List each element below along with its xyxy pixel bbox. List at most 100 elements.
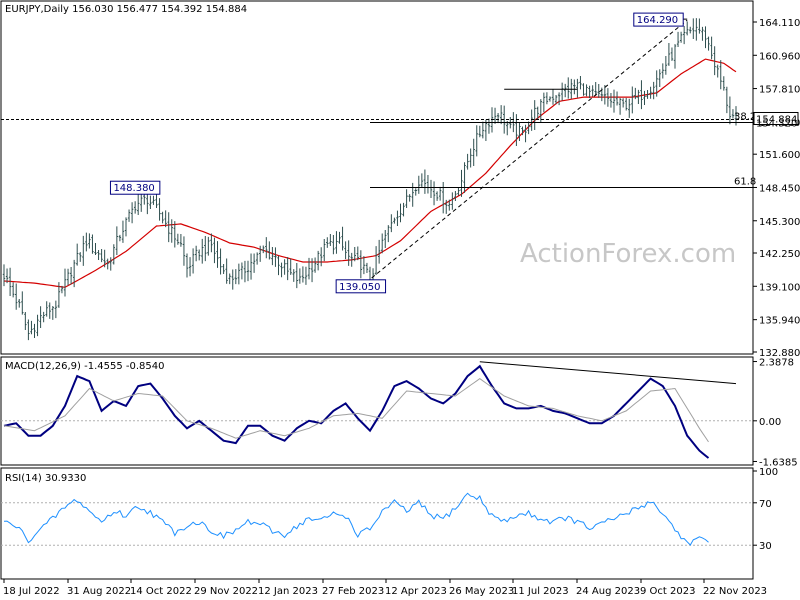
macd-line	[3, 364, 710, 459]
ohlc-bar	[88, 233, 91, 249]
ohlc-bar	[396, 210, 399, 227]
ohlc-bar	[704, 26, 707, 49]
macd-y-tick-label: 2.3878	[759, 358, 794, 369]
ohlc-bar	[698, 18, 701, 34]
ohlc-bar	[451, 192, 454, 210]
ohlc-bar	[109, 257, 112, 271]
ohlc-bar	[435, 191, 439, 201]
y-tick-label: 132.880	[759, 348, 800, 359]
ohlc-bar	[585, 84, 588, 97]
ohlc-bar	[506, 121, 509, 136]
ohlc-bar	[631, 86, 634, 114]
ohlc-bar	[213, 237, 216, 264]
ohlc-bar	[243, 260, 247, 283]
symbol-header: EURJPY,Daily 156.030 156.477 154.392 154…	[5, 4, 247, 15]
ohlc-bar	[332, 234, 335, 255]
ohlc-bar	[72, 259, 76, 288]
ohlc-bar	[637, 89, 640, 105]
ohlc-bar	[310, 258, 314, 283]
ohlc-bar	[118, 234, 122, 242]
ohlc-bar	[210, 233, 213, 253]
swing-label-box	[633, 12, 684, 27]
ohlc-bar	[158, 198, 161, 221]
ohlc-bar	[63, 268, 67, 297]
ohlc-bar	[228, 273, 231, 285]
ohlc-bar	[219, 248, 222, 275]
ohlc-bar	[304, 266, 308, 285]
ohlc-bar	[448, 199, 451, 211]
ohlc-bar	[164, 210, 167, 228]
ohlc-bar	[292, 269, 295, 282]
ohlc-bar	[686, 21, 689, 36]
ohlc-bar	[66, 268, 70, 286]
ohlc-bar	[48, 302, 51, 319]
signal-line	[3, 377, 709, 443]
ohlc-bar	[353, 246, 356, 262]
ohlc-bar	[399, 203, 402, 223]
ohlc-bar	[649, 86, 652, 99]
ohlc-bar	[411, 182, 414, 207]
ohlc-bar	[503, 105, 506, 134]
y-tick-label: 148.450	[759, 183, 800, 194]
ohlc-bar	[338, 231, 341, 244]
ohlc-bar	[603, 84, 607, 105]
ohlc-bar	[365, 262, 369, 273]
ohlc-bar	[30, 320, 33, 335]
ohlc-bar	[524, 124, 527, 143]
ohlc-bar	[341, 226, 344, 251]
ohlc-bar	[381, 233, 384, 254]
ohlc-bar	[274, 247, 277, 267]
ohlc-bar	[170, 219, 173, 243]
ohlc-bar	[722, 76, 725, 91]
y-tick-label: 135.940	[759, 316, 800, 327]
ohlc-bar	[548, 96, 552, 102]
ohlc-bar	[179, 234, 183, 247]
ohlc-bar	[423, 169, 427, 194]
y-tick-label: 145.300	[759, 217, 800, 228]
ohlc-bar	[695, 18, 698, 41]
ohlc-bar	[5, 268, 9, 284]
ohlc-bar	[57, 282, 61, 308]
ohlc-bar	[103, 249, 106, 268]
ohlc-bar	[316, 250, 320, 271]
ohlc-bar	[347, 240, 350, 266]
ohlc-bar	[51, 306, 54, 320]
ohlc-bar	[475, 125, 478, 157]
ohlc-bar	[60, 285, 64, 294]
ohlc-bar	[133, 201, 137, 214]
ohlc-bar	[652, 81, 655, 100]
ohlc-bar	[161, 211, 164, 224]
ohlc-bar	[402, 202, 405, 217]
swing-label-box	[335, 279, 387, 294]
ohlc-bar	[539, 99, 542, 123]
ohlc-bar	[597, 83, 600, 98]
ohlc-bar	[682, 26, 686, 45]
ohlc-bar	[609, 92, 613, 108]
ohlc-bar	[295, 262, 298, 289]
ohlc-bar	[664, 55, 668, 75]
ohlc-bar	[707, 36, 710, 51]
ohlc-bar	[307, 257, 311, 280]
ohlc-bar	[716, 64, 719, 78]
ohlc-bar	[564, 83, 567, 98]
ohlc-bar	[567, 77, 570, 99]
ohlc-bar	[493, 107, 497, 124]
swing-label-box	[109, 180, 161, 195]
x-tick-label: 31 Aug 2022	[67, 586, 131, 597]
ohlc-bar	[557, 92, 561, 106]
macd-y-tick-label: -1.6385	[759, 457, 798, 468]
ohlc-bar	[91, 234, 94, 254]
ohlc-bar	[301, 266, 305, 283]
ohlc-bar	[21, 291, 24, 315]
ohlc-bar	[130, 202, 134, 224]
ohlc-bar	[689, 26, 692, 34]
ohlc-bar	[216, 241, 219, 268]
ohlc-bar	[640, 80, 643, 110]
x-tick-label: 11 Jul 2023	[512, 586, 569, 597]
ohlc-bar	[679, 31, 683, 43]
rsi-y-tick-label: 70	[759, 499, 772, 510]
swing-label: 164.290	[637, 15, 678, 26]
ohlc-bar	[728, 96, 732, 125]
ohlc-bar	[579, 76, 582, 90]
ohlc-bar	[731, 109, 735, 119]
